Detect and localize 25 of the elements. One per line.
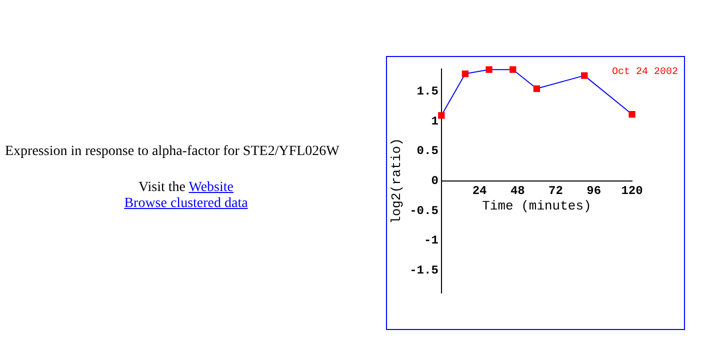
y-tick-label: -0.5 (410, 204, 438, 218)
annotation: Oct 24 2002 (612, 67, 678, 78)
y-tick-label: 1.5 (416, 84, 438, 99)
y-tick-label: -1 (424, 234, 438, 248)
point (462, 70, 469, 78)
point (628, 110, 636, 118)
y-axis-title: log2(ratio) (389, 138, 404, 224)
point (438, 112, 445, 119)
text: Browse clustered data (123, 196, 249, 212)
y-tick-label: -1.5 (410, 263, 438, 278)
x-tick-label: 48 (510, 184, 525, 198)
x-tick-label: 24 (472, 184, 487, 198)
y-tick-label: 0 (431, 174, 438, 188)
y-tick-label: 0.5 (416, 144, 438, 158)
x-tick-label: 120 (621, 184, 643, 198)
x-tick-label: 72 (548, 184, 563, 198)
text: Visit the Website (138, 180, 234, 196)
y-tick-label: 1 (431, 114, 438, 128)
point (581, 72, 588, 79)
x-axis-title: Time (minutes) (482, 198, 592, 214)
point (533, 85, 540, 92)
point (486, 66, 492, 73)
text: Expression in response to alpha-factor for STE2/YFL026W (5, 144, 340, 160)
point (510, 66, 516, 73)
x-tick-label: 96 (586, 184, 602, 198)
